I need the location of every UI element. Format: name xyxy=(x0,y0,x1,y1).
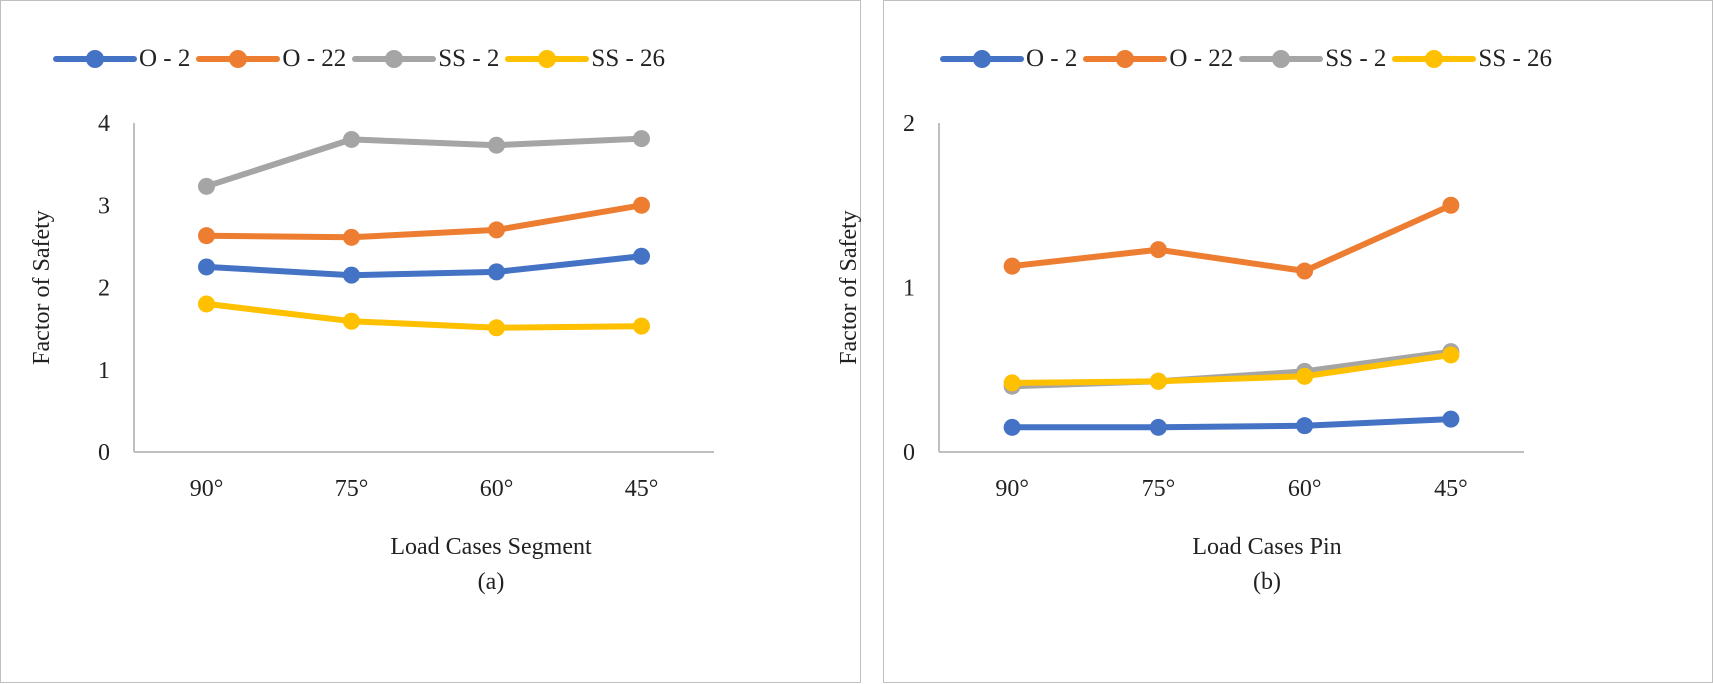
legend-item-ss26: SS - 26 xyxy=(1392,41,1552,77)
legend-swatch xyxy=(1239,41,1324,77)
legend-swatch xyxy=(1392,41,1477,77)
chart-caption: (b) xyxy=(1253,569,1281,595)
series-line xyxy=(1009,351,1454,386)
data-point xyxy=(1003,418,1021,436)
legend-label: O - 2 xyxy=(139,45,191,72)
y-tick-label: 1 xyxy=(903,276,915,302)
legend-item-o2: O - 2 xyxy=(940,41,1077,77)
data-point xyxy=(1296,262,1314,280)
data-point xyxy=(1149,372,1167,390)
x-tick-label: 75° xyxy=(335,476,369,502)
x-tick-label: 45° xyxy=(625,476,659,502)
data-point xyxy=(1003,374,1021,392)
series-line xyxy=(203,300,645,331)
data-point xyxy=(633,317,650,335)
y-tick-label: 1 xyxy=(98,358,110,384)
legend-swatch xyxy=(352,41,437,77)
legend-swatch xyxy=(53,41,137,77)
data-point xyxy=(343,312,360,330)
legend: O - 2 O - 22 SS - 2 SS - 26 xyxy=(940,41,1558,77)
data-point xyxy=(633,247,650,265)
legend-item-ss2: SS - 2 xyxy=(1239,41,1386,77)
data-point xyxy=(343,228,360,246)
data-point xyxy=(488,221,505,239)
data-point xyxy=(1442,196,1460,214)
legend-item-ss2: SS - 2 xyxy=(352,41,499,77)
data-point xyxy=(1442,346,1460,364)
data-point xyxy=(1296,417,1314,435)
y-axis-title: Factor of Safety xyxy=(836,210,862,365)
chart-panel-a: O - 2 O - 22 SS - 2 SS - 26 0 1 2 3 4 90° 75° 6… xyxy=(0,0,861,683)
data-point xyxy=(488,319,505,337)
data-point xyxy=(343,130,360,148)
legend-label: SS - 2 xyxy=(1325,45,1387,72)
y-tick-label: 4 xyxy=(98,111,110,137)
chart-caption: (a) xyxy=(478,569,505,595)
x-axis-title: Load Cases Segment xyxy=(390,534,592,560)
legend-swatch xyxy=(196,41,281,77)
series-line xyxy=(1009,416,1454,431)
data-point xyxy=(488,263,505,281)
data-point xyxy=(198,227,215,245)
legend-item-o22: O - 22 xyxy=(196,41,346,77)
x-tick-label: 90° xyxy=(190,476,224,502)
data-point xyxy=(1296,367,1314,385)
x-axis-title: Load Cases Pin xyxy=(1192,534,1341,560)
legend-label: O - 22 xyxy=(1169,45,1234,72)
legend-label: SS - 2 xyxy=(438,45,500,72)
data-point xyxy=(198,177,215,195)
y-tick-label: 2 xyxy=(903,111,915,137)
chart-svg-a: 0 1 2 3 4 90° 75° 60° 45° Factor of Safety Load Ca… xyxy=(29,111,714,595)
data-point xyxy=(633,130,650,148)
legend-item-o2: O - 2 xyxy=(53,41,190,77)
legend-label: SS - 26 xyxy=(1478,45,1553,72)
legend-swatch xyxy=(940,41,1024,77)
legend-swatch xyxy=(1083,41,1168,77)
y-tick-label: 0 xyxy=(903,440,915,466)
legend-swatch xyxy=(505,41,590,77)
data-point xyxy=(343,266,360,284)
legend-label: O - 2 xyxy=(1026,45,1078,72)
series-line xyxy=(203,135,645,190)
x-tick-label: 45° xyxy=(1434,476,1468,502)
data-point xyxy=(1149,241,1167,259)
legend: O - 2 O - 22 SS - 2 SS - 26 xyxy=(53,41,671,77)
legend-item-o22: O - 22 xyxy=(1083,41,1233,77)
chart-svg-b: 0 1 2 90° 75° 60° 45° Factor of Safety Load Case… xyxy=(836,111,1524,595)
series-line xyxy=(1009,202,1454,274)
x-tick-label: 60° xyxy=(1288,476,1322,502)
data-point xyxy=(488,136,505,154)
y-axis-title: Factor of Safety xyxy=(29,210,55,365)
data-point xyxy=(1003,257,1021,275)
series-line xyxy=(203,253,645,279)
chart-panel-b: O - 2 O - 22 SS - 2 SS - 26 0 1 2 90° 75° 60°… xyxy=(836,0,1713,683)
x-tick-label: 75° xyxy=(1142,476,1176,502)
y-tick-label: 2 xyxy=(98,276,110,302)
y-tick-label: 0 xyxy=(98,440,110,466)
data-point xyxy=(1149,418,1167,436)
data-point xyxy=(1442,410,1460,428)
legend-label: O - 22 xyxy=(282,45,347,72)
data-point xyxy=(198,258,215,276)
y-tick-label: 3 xyxy=(98,193,110,219)
data-point xyxy=(198,295,215,313)
data-point xyxy=(633,196,650,214)
x-tick-label: 60° xyxy=(480,476,514,502)
x-tick-label: 90° xyxy=(995,476,1029,502)
series-line xyxy=(203,202,645,241)
legend-label: SS - 26 xyxy=(591,45,666,72)
legend-item-ss26: SS - 26 xyxy=(505,41,665,77)
